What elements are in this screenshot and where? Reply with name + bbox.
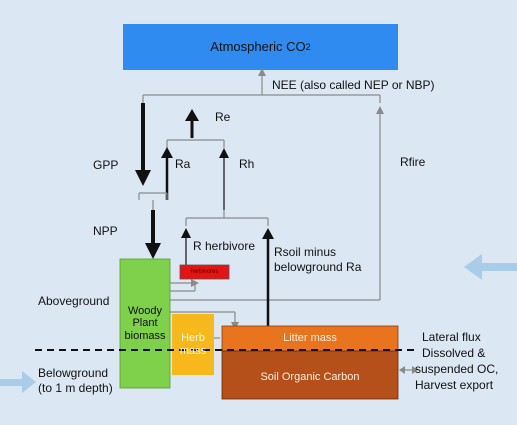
lateral-flux-label-line4: Harvest export [415,378,494,392]
rh-arrow [219,148,229,210]
nee-bracket [142,68,381,103]
belowground-label-line2: (to 1 m depth) [38,381,113,395]
lateral-flux-label-line3: suspended OC, [415,362,499,376]
left-side-arrow [0,371,36,393]
herb-mass-box [172,314,214,375]
r-herbivore-label: R herbivore [193,239,256,253]
gpp-arrow [135,103,151,186]
npp-bracket [138,192,168,210]
herbivores-box [179,264,230,280]
aboveground-label: Aboveground [38,294,110,308]
rsoil-label-line2: belowground Ra [274,260,362,274]
woody-biomass-label: Woody Plant biomass [124,304,166,342]
lateral-flux-label-line1: Lateral flux [422,330,481,344]
gpp-label: GPP [93,158,119,172]
npp-label: NPP [93,224,118,238]
soil-organic-carbon-box [221,350,399,400]
nee-label: NEE (also called NEP or NBP) [272,78,435,92]
r-herbivore-arrow [181,228,191,265]
ra-label: Ra [175,157,191,171]
re-label: Re [215,110,231,124]
woody-plant-biomass-box [119,258,171,389]
woody-to-herbivore-flux [170,279,239,330]
re-arrow [185,109,199,138]
rsoil-label-line1: Rsoil minus [274,245,337,259]
rfire-label: Rfire [400,155,426,169]
rsoil-arrow [262,228,274,326]
herb-mass-label: Herb mass [179,331,207,357]
rh-label: Rh [239,157,255,171]
co2-subscript: 2 [305,41,311,52]
ra-arrow [161,147,173,200]
herbivores-label: herbivores [190,268,219,275]
atmospheric-co2-box [123,24,398,70]
lateral-flux-arrow [399,366,418,374]
lateral-flux-label-line2: Dissolved & [422,346,486,360]
belowground-label-line1: Belowground [38,366,109,380]
atmospheric-co2-label: Atmospheric CO 2 [210,38,311,54]
heterotrophic-bracket [185,210,269,226]
npp-arrow [145,210,161,259]
litter-mass-label: Litter mass [283,332,337,345]
litter-mass-box [221,325,399,352]
rfire-flux-line [170,106,384,301]
right-side-arrow [464,254,517,280]
ra-rh-bracket [166,139,225,148]
soil-organic-carbon-label: Soil Organic Carbon [260,370,360,383]
